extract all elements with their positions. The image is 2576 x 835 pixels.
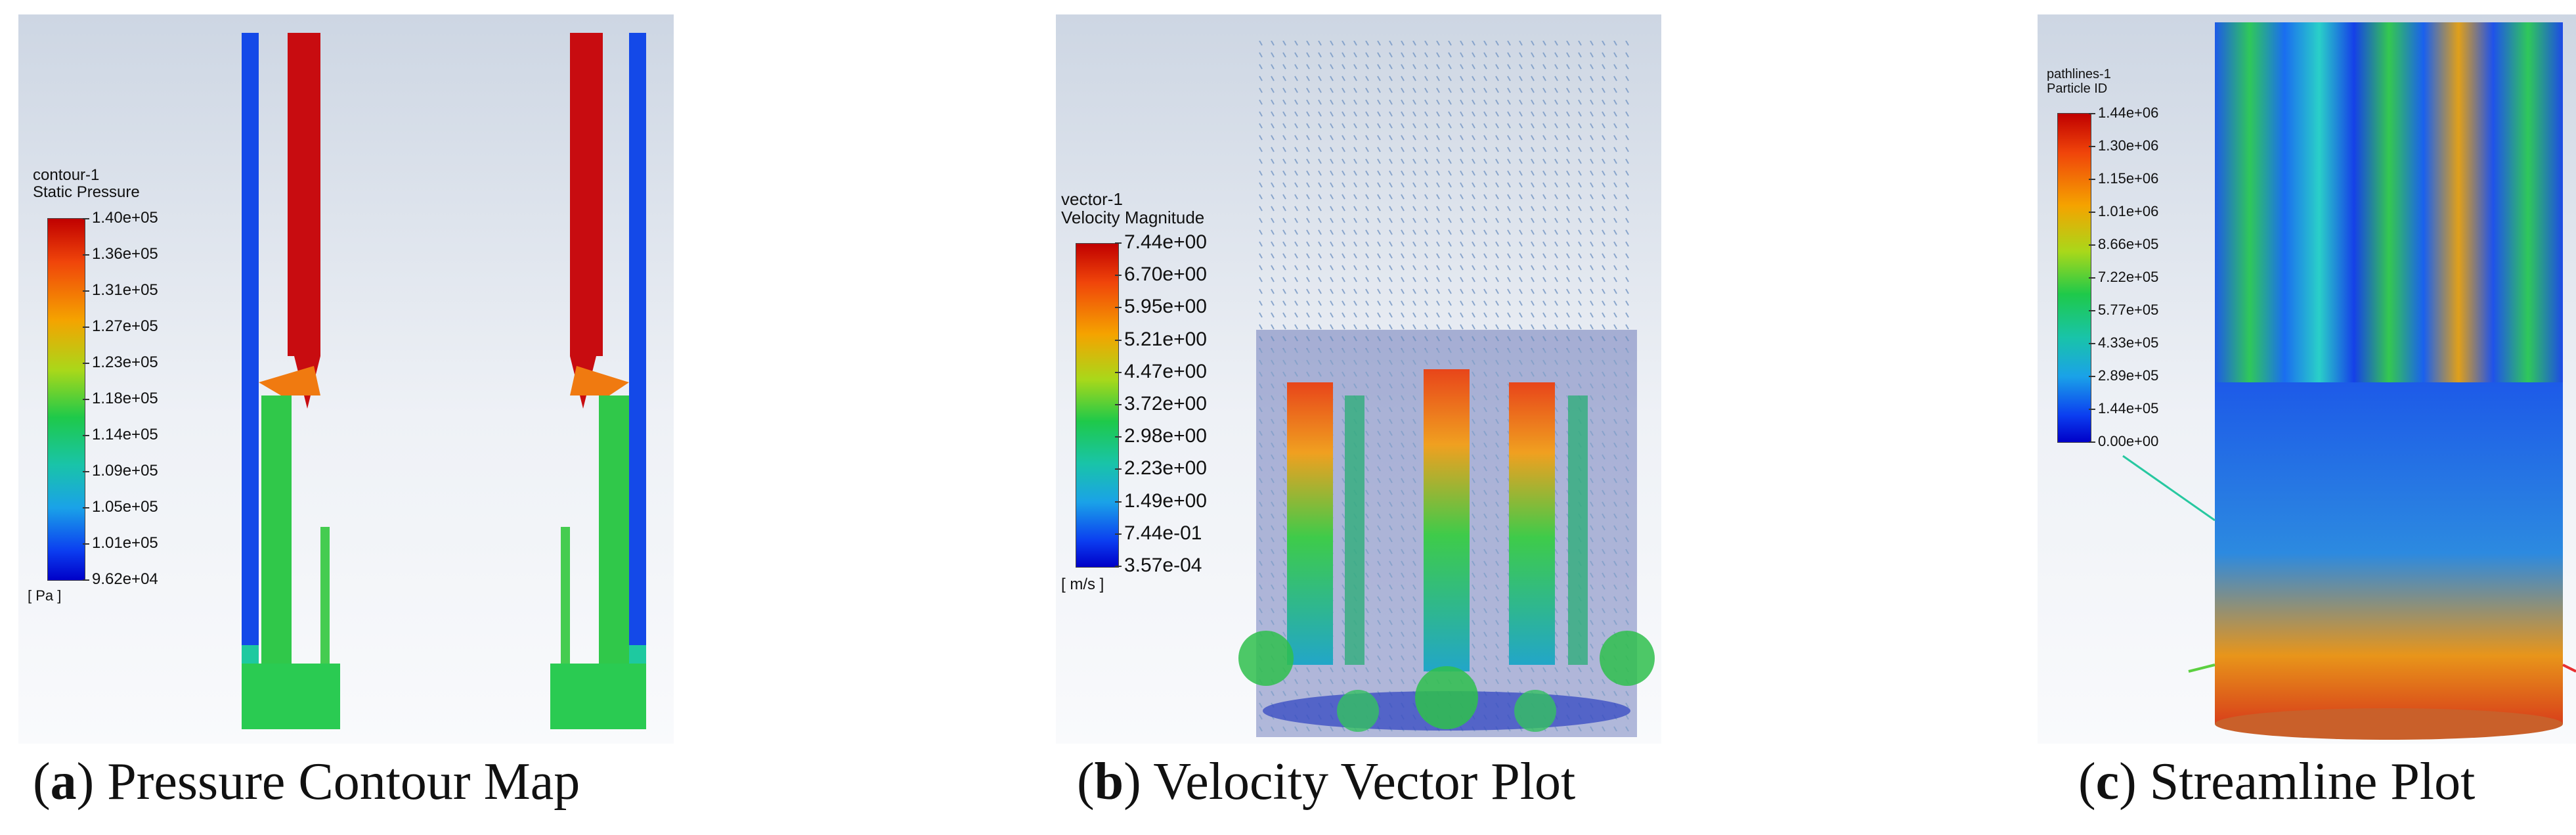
caption-a: (a) Pressure Contour Map: [33, 753, 580, 811]
legend-quantity: Static Pressure: [33, 183, 140, 201]
tick-label: 3.72e+00: [1115, 393, 1207, 415]
color-bar: [47, 218, 85, 581]
unit-label: [ Pa ]: [28, 587, 62, 604]
streamline-cylinder: [2122, 22, 2576, 740]
pressure-contour-geometry: [242, 33, 646, 729]
tick-label: 1.01e+05: [83, 533, 158, 552]
tick-label: 2.89e+05: [2088, 367, 2159, 384]
legend-quantity: Particle ID: [2047, 81, 2108, 96]
caption-text: Velocity Vector Plot: [1153, 753, 1576, 811]
caption-letter: a: [50, 753, 77, 811]
unit-label: [ m/s ]: [1061, 575, 1104, 593]
caption-letter: c: [2095, 753, 2120, 811]
color-bar: [1076, 243, 1119, 568]
tick-label: 3.57e-04: [1114, 554, 1202, 576]
tick-label: 4.33e+05: [2088, 334, 2159, 351]
tick-label: 9.62e+04: [83, 570, 158, 588]
tick-label: 1.23e+05: [83, 353, 158, 371]
color-bar: [2057, 113, 2091, 443]
tick-label: 1.31e+05: [83, 281, 158, 299]
streamline-panel: pathlines-1 Particle ID 1.44e+06 1.30e+06…: [2038, 14, 2576, 744]
legend-quantity: Velocity Magnitude: [1061, 208, 1205, 227]
tick-label: 1.09e+05: [83, 461, 158, 480]
tick-label: 1.18e+05: [83, 389, 158, 407]
velocity-vector-panel: vector-1 Velocity Magnitude 7.44e+00 6.70…: [1056, 14, 1661, 744]
tick-label: 6.70e+00: [1115, 263, 1207, 286]
tick-label: 7.22e+05: [2088, 268, 2159, 285]
tick-label: 1.44e+06: [2088, 104, 2159, 121]
tick-label: 1.14e+05: [83, 425, 158, 443]
tick-label: 1.15e+06: [2088, 169, 2159, 187]
tick-label: 2.23e+00: [1115, 457, 1207, 480]
tick-label: 1.36e+05: [83, 244, 158, 263]
tick-label: 1.30e+06: [2088, 137, 2159, 154]
tick-label: 0.00e+00: [2088, 432, 2159, 449]
tick-label: 1.27e+05: [83, 317, 158, 335]
tick-label: 1.05e+05: [83, 497, 158, 516]
tick-label: 5.77e+05: [2088, 301, 2159, 318]
caption-text: Pressure Contour Map: [107, 753, 580, 811]
legend-name: contour-1: [33, 166, 100, 184]
legend-name: vector-1: [1061, 189, 1123, 209]
tick-label: 7.44e-01: [1114, 522, 1202, 544]
velocity-vector-field: [1238, 41, 1655, 737]
tick-label: 8.66e+05: [2088, 235, 2159, 252]
tick-label: 1.01e+06: [2088, 202, 2159, 219]
tick-label: 1.49e+00: [1115, 489, 1207, 512]
tick-label: 1.40e+05: [83, 208, 158, 227]
legend-name: pathlines-1: [2047, 67, 2111, 81]
tick-label: 7.44e+00: [1115, 231, 1207, 253]
tick-label: 1.44e+05: [2088, 399, 2159, 417]
caption-b: (b) Velocity Vector Plot: [1077, 753, 1576, 811]
caption-letter: b: [1094, 753, 1124, 811]
tick-label: 5.21e+00: [1115, 328, 1207, 350]
pressure-contour-panel: contour-1 Static Pressure 1.40e+05 1.36e+…: [18, 14, 674, 744]
tick-label: 4.47e+00: [1115, 360, 1207, 382]
tick-label: 5.95e+00: [1115, 296, 1207, 318]
tick-label: 2.98e+00: [1115, 425, 1207, 447]
caption-c: (c) Streamline Plot: [2078, 753, 2476, 811]
caption-text: Streamline Plot: [2149, 753, 2476, 811]
